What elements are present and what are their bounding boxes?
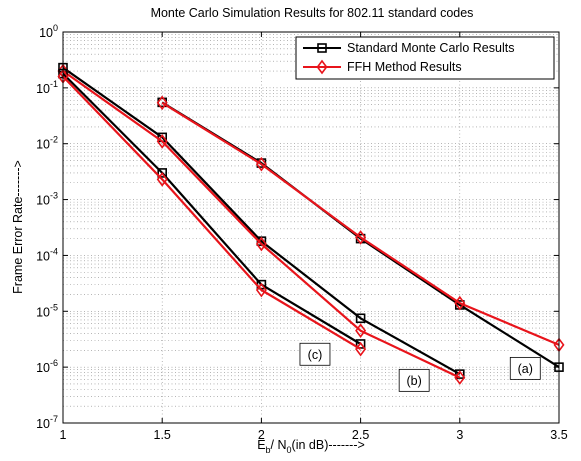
data-point-diamond — [355, 323, 367, 338]
chart-title: Monte Carlo Simulation Results for 802.1… — [151, 6, 474, 20]
series-line-b-standard — [62, 66, 461, 376]
annotation-box — [398, 368, 430, 392]
y-tick-label-exponent: -6 — [50, 358, 58, 368]
legend-marker-square — [317, 43, 327, 53]
x-axis-label-mid: / N — [271, 438, 287, 452]
y-tick-label: 10-7 — [36, 414, 58, 431]
y-tick-label-base: 10 — [39, 26, 53, 40]
data-point-diamond — [156, 95, 168, 111]
series-line-a-ffh — [161, 101, 560, 346]
legend-label-ffh: FFH Method Results — [347, 60, 462, 74]
y-tick-label: 10-6 — [36, 358, 58, 375]
x-axis-label-tail: (in dB)-------> — [292, 438, 365, 452]
x-axis-label-sub2: 0 — [287, 445, 292, 455]
annotation-label: (c) — [308, 348, 323, 362]
data-point-diamond — [454, 370, 466, 385]
legend-box — [295, 36, 555, 80]
x-tick-label: 1 — [60, 428, 67, 442]
y-tick-label-exponent: -2 — [50, 135, 58, 145]
annotation-box — [299, 342, 331, 366]
data-point-diamond — [255, 236, 267, 252]
y-tick-label-exponent: -1 — [50, 79, 58, 89]
annotation-label: (b) — [407, 374, 422, 388]
y-tick-label: 100 — [39, 23, 58, 40]
y-tick-label-base: 10 — [36, 249, 50, 263]
y-tick-label-exponent: -5 — [50, 302, 58, 312]
x-tick-label: 3.5 — [550, 428, 567, 442]
x-tick-label: 3 — [456, 428, 463, 442]
series-c-standard — [58, 68, 366, 349]
y-tick-label-exponent: 0 — [53, 23, 58, 33]
plot-frame — [62, 31, 560, 424]
x-axis-label: Eb/ N0(in dB)-------> — [257, 438, 365, 455]
data-point-square — [355, 313, 366, 324]
annotation-box — [509, 356, 541, 380]
annotation-label: (a) — [518, 362, 533, 376]
y-tick-label: 10-3 — [36, 191, 58, 208]
series-lines — [57, 62, 565, 385]
y-tick-label: 10-2 — [36, 135, 58, 152]
data-point-diamond — [355, 341, 367, 357]
x-tick-label: 1.5 — [154, 428, 171, 442]
y-tick-label-exponent: -4 — [50, 246, 58, 256]
data-point-square — [157, 168, 167, 178]
grid — [63, 32, 559, 423]
data-point-diamond — [454, 295, 466, 311]
annotation-b: (b) — [398, 368, 430, 392]
y-axis-label: Frame Error Rate-------> — [11, 160, 25, 294]
legend: Standard Monte Carlo Results FFH Method … — [295, 36, 555, 80]
y-tick-label-base: 10 — [36, 361, 50, 375]
x-tick-label: 2.5 — [352, 428, 369, 442]
annotation-a: (a) — [509, 356, 541, 380]
y-tick-label-exponent: -7 — [50, 414, 58, 424]
y-tick-label: 10-1 — [36, 79, 58, 96]
data-point-diamond — [156, 172, 168, 187]
legend-label-standard: Standard Monte Carlo Results — [347, 41, 514, 55]
y-tick-label-base: 10 — [36, 138, 50, 152]
series-line-c-ffh — [62, 75, 362, 351]
data-point-diamond — [255, 282, 267, 298]
y-tick-label: 10-4 — [36, 246, 58, 263]
series-c-ffh — [57, 69, 367, 357]
x-axis-label-main: E — [257, 438, 265, 452]
y-tick-label-exponent: -3 — [50, 191, 58, 201]
data-point-diamond — [255, 156, 267, 172]
series-line-b-ffh — [62, 70, 461, 379]
legend-marker-diamond — [316, 59, 328, 75]
series-a-ffh — [156, 95, 565, 353]
x-axis-label-sub1: b — [266, 445, 271, 455]
y-tick-label-base: 10 — [36, 194, 50, 208]
y-tick-label: 10-5 — [36, 302, 58, 319]
series-line-c-standard — [62, 72, 362, 345]
data-point-square — [454, 369, 465, 379]
data-point-diamond — [156, 134, 168, 149]
x-ticks: 1 1.5 2 2.5 3 3.5 — [60, 32, 568, 442]
data-point-diamond — [355, 230, 367, 245]
y-tick-label-base: 10 — [36, 305, 50, 319]
y-tick-label-base: 10 — [36, 82, 50, 96]
y-tick-label-base: 10 — [36, 417, 50, 431]
annotations: (a) (b) (c) — [299, 342, 541, 392]
x-tick-label: 2 — [258, 428, 265, 442]
annotation-c: (c) — [299, 342, 331, 366]
